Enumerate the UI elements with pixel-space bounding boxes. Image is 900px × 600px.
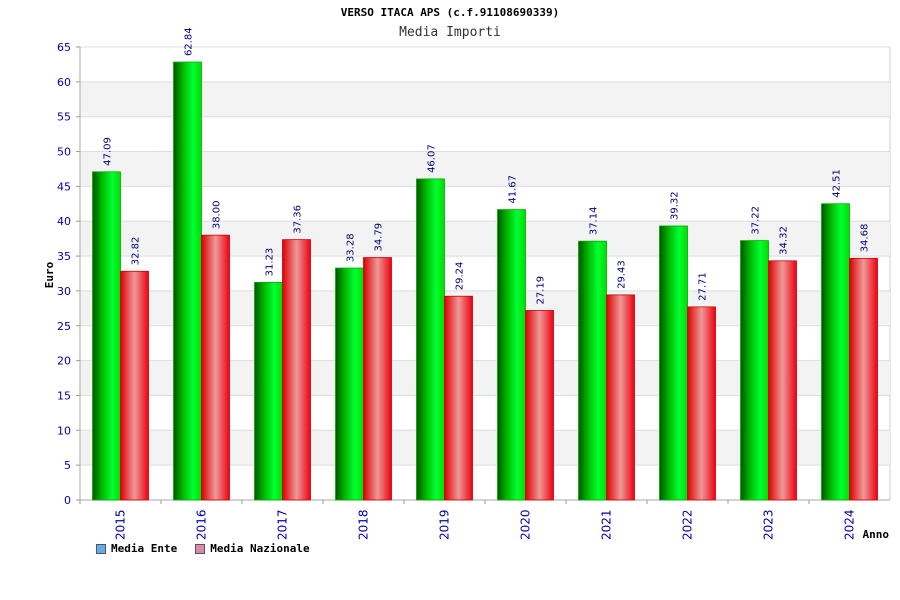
value-label-media-nazionale: 34.68: [860, 224, 871, 253]
bar-media-ente: [740, 240, 769, 501]
y-tick-label: 0: [64, 494, 71, 507]
value-label-media-ente: 42.51: [832, 169, 843, 198]
value-label-media-ente: 41.67: [508, 175, 519, 204]
bar-media-ente: [497, 209, 526, 501]
bar-media-ente: [173, 61, 202, 501]
bar-media-nazionale: [444, 295, 473, 501]
y-tick-label: 65: [57, 41, 71, 54]
value-label-media-ente: 37.14: [589, 207, 600, 236]
value-label-media-nazionale: 27.71: [698, 272, 709, 301]
bar-media-nazionale: [282, 239, 311, 501]
legend-label-ente: Media Ente: [111, 542, 178, 555]
y-tick-labels: 0 5 10 15 20 25 30 35 40 45 50 55 60 65: [57, 41, 71, 507]
value-label-media-ente: 62.84: [184, 27, 195, 56]
value-label-media-nazionale: 29.24: [455, 262, 466, 291]
bar-media-ente: [254, 281, 283, 501]
bar-media-ente: [659, 225, 688, 501]
y-tick-label: 10: [57, 424, 71, 437]
value-label-media-ente: 47.09: [103, 137, 114, 166]
x-tick-label: 2021: [600, 509, 614, 540]
value-label-media-ente: 33.28: [346, 233, 357, 262]
legend-item-nazionale: Media Nazionale: [195, 542, 310, 555]
bar-media-ente: [92, 171, 121, 501]
x-tick-labels: 2015 2016 2017 2018 2019 2020 2021 2022 2023 2024: [114, 509, 857, 540]
legend-swatch-nazionale: [195, 543, 206, 554]
chart-subtitle: Media Importi: [399, 25, 501, 40]
bar-media-nazionale: [606, 294, 635, 501]
x-axis-label: Anno: [863, 528, 890, 541]
bar-media-nazionale: [201, 234, 230, 501]
grid-band: [80, 151, 890, 187]
chart-title: VERSO ITACA APS (c.f.91108690339): [340, 6, 560, 19]
bar-media-nazionale: [525, 310, 554, 501]
legend-label-nazionale: Media Nazionale: [210, 542, 310, 555]
y-tick-label: 30: [57, 285, 71, 298]
value-label-media-nazionale: 34.79: [374, 223, 385, 252]
y-tick-label: 60: [57, 76, 71, 89]
x-tick-label: 2015: [114, 509, 128, 540]
x-tick-label: 2020: [519, 509, 533, 540]
y-tick-label: 55: [57, 111, 71, 124]
legend: Media Ente Media Nazionale: [96, 542, 310, 555]
value-label-media-ente: 37.22: [751, 206, 762, 235]
grid-band: [80, 81, 890, 117]
value-label-media-nazionale: 27.19: [536, 276, 547, 305]
x-tick-label: 2017: [276, 509, 290, 540]
value-label-media-nazionale: 34.32: [779, 226, 790, 255]
bar-media-nazionale: [120, 270, 149, 501]
y-tick-label: 50: [57, 146, 71, 159]
x-tick-label: 2018: [357, 509, 371, 540]
y-tick-label: 45: [57, 180, 71, 193]
x-tick-label: 2024: [843, 509, 857, 540]
bar-media-nazionale: [363, 257, 392, 501]
value-label-media-ente: 31.23: [265, 248, 276, 277]
y-tick-label: 40: [57, 215, 71, 228]
y-tick-label: 15: [57, 389, 71, 402]
value-label-media-nazionale: 37.36: [293, 205, 304, 234]
value-label-media-nazionale: 38.00: [212, 201, 223, 230]
bar-media-ente: [416, 178, 445, 501]
bar-media-ente: [578, 240, 607, 501]
y-tick-label: 35: [57, 250, 71, 263]
y-tick-label: 20: [57, 355, 71, 368]
y-tick-label: 5: [64, 459, 71, 472]
bars: [92, 61, 878, 501]
y-axis-label: Euro: [43, 261, 56, 288]
value-label-media-nazionale: 32.82: [131, 237, 142, 266]
x-tick-label: 2016: [195, 509, 209, 540]
x-tick-label: 2023: [762, 509, 776, 540]
bar-media-nazionale: [849, 257, 878, 501]
bar-media-nazionale: [768, 260, 797, 501]
legend-item-ente: Media Ente: [96, 542, 177, 555]
y-tick-label: 25: [57, 320, 71, 333]
x-tick-label: 2022: [681, 509, 695, 540]
value-label-media-ente: 39.32: [670, 191, 681, 220]
bar-media-ente: [335, 267, 364, 501]
value-label-media-ente: 46.07: [427, 144, 438, 173]
legend-swatch-ente: [96, 543, 106, 554]
x-tick-label: 2019: [438, 509, 452, 540]
bar-value-labels: 47.09 32.82 62.84 38.00 31.23 37.36 33.28 34.79…: [103, 27, 871, 304]
bar-media-ente: [821, 203, 850, 501]
bar-media-nazionale: [687, 306, 716, 501]
value-label-media-nazionale: 29.43: [617, 260, 628, 289]
